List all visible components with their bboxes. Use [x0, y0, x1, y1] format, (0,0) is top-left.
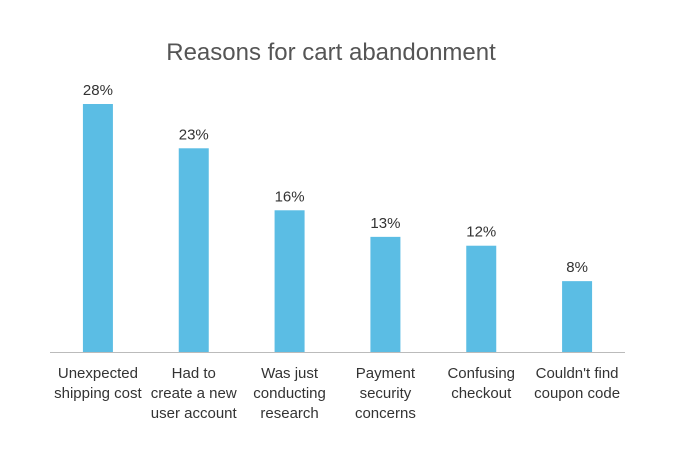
data-label: 13%	[370, 215, 400, 232]
data-label: 23%	[179, 126, 209, 143]
bar	[562, 281, 593, 352]
x-tick-label: Confusing checkout	[447, 365, 516, 402]
chart-title: Reasons for cart abandonment	[166, 39, 496, 66]
x-tick-label: Unexpected shipping cost	[54, 365, 142, 402]
bar	[82, 104, 113, 352]
x-tick-label: Couldn't find coupon code	[534, 365, 621, 402]
data-label: 8%	[566, 259, 588, 276]
data-label: 28%	[83, 82, 113, 99]
x-tick-label: Had to create a new user account	[150, 365, 237, 422]
bar	[274, 210, 305, 352]
bar	[466, 245, 497, 352]
data-label: 12%	[466, 224, 496, 241]
data-label: 16%	[275, 188, 305, 205]
bar	[370, 236, 401, 352]
x-tick-label: Was just conducting research	[253, 365, 326, 422]
bar	[178, 148, 209, 352]
x-tick-label: Payment security concerns	[354, 365, 416, 422]
